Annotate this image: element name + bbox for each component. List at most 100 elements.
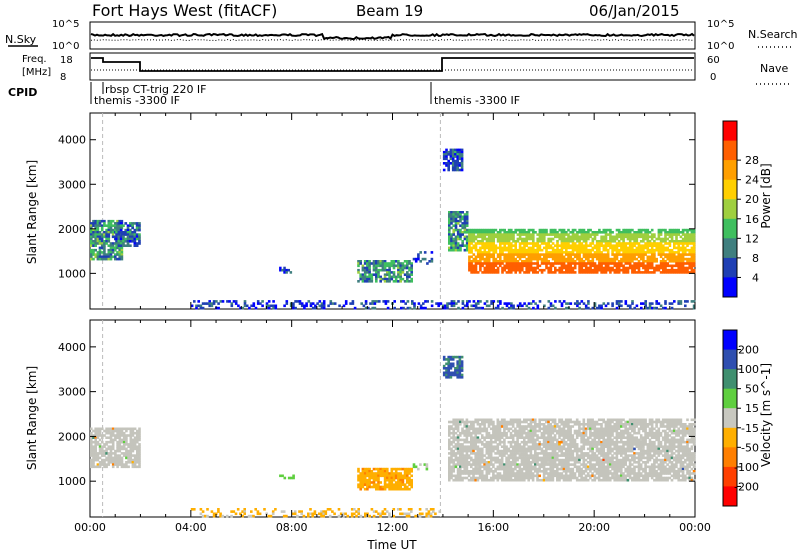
scatter-cell xyxy=(442,168,446,172)
scatter-cell xyxy=(105,449,108,453)
scatter-cell xyxy=(551,264,555,268)
scatter-cell xyxy=(305,304,308,308)
scatter-cell xyxy=(92,436,95,439)
scatter-cell xyxy=(655,302,658,305)
scatter-cell xyxy=(114,434,117,437)
scatter-cell xyxy=(479,266,482,270)
scatter-cell xyxy=(492,271,495,274)
scatter-cell xyxy=(670,231,674,234)
scatter-cell xyxy=(622,233,625,236)
scatter-cell xyxy=(512,233,515,236)
scatter-cell xyxy=(633,235,636,239)
scatter-cell xyxy=(536,425,539,428)
scatter-cell xyxy=(109,461,113,464)
scatter-cell xyxy=(470,470,473,473)
scatter-cell xyxy=(361,467,365,471)
scatter-cell xyxy=(677,260,680,263)
scatter-cell xyxy=(503,431,506,435)
scatter-cell xyxy=(468,235,471,239)
scatter-cell xyxy=(479,268,482,272)
scatter-cell xyxy=(659,253,663,256)
scatter-cell xyxy=(98,242,102,245)
scatter-cell xyxy=(122,240,125,243)
scatter-cell xyxy=(523,253,526,256)
scatter-cell xyxy=(534,251,537,254)
scatter-cell xyxy=(505,237,509,241)
scatter-cell xyxy=(386,273,389,276)
scatter-cell xyxy=(606,260,610,263)
scatter-cell xyxy=(118,431,122,435)
scatter-cell xyxy=(511,425,515,428)
scatter-cell xyxy=(135,228,139,232)
scatter-cell xyxy=(496,434,500,437)
scatter-cell xyxy=(496,436,500,439)
scatter-cell xyxy=(274,304,278,308)
scatter-cell xyxy=(500,463,504,466)
scatter-cell xyxy=(90,235,93,239)
scatter-cell xyxy=(487,257,491,261)
scatter-cell xyxy=(628,233,632,236)
scatter-cell xyxy=(606,244,610,247)
scatter-cell xyxy=(534,423,537,426)
scatter-cell xyxy=(558,425,561,428)
scatter-cell xyxy=(536,246,539,250)
scatter-cell xyxy=(586,440,590,444)
scatter-cell xyxy=(518,443,522,446)
scatter-cell xyxy=(476,470,480,473)
scatter-cell xyxy=(538,268,542,272)
scatter-cell xyxy=(485,242,489,245)
scatter-cell xyxy=(662,257,665,261)
scatter-cell xyxy=(571,235,575,239)
scatter-cell xyxy=(589,443,592,446)
scatter-cell xyxy=(571,228,575,232)
scatter-cell xyxy=(392,483,396,486)
scatter-cell xyxy=(463,425,466,428)
scatter-cell xyxy=(361,273,365,276)
scatter-cell xyxy=(542,476,546,480)
scatter-cell xyxy=(476,458,480,462)
scatter-cell xyxy=(510,244,513,247)
scatter-cell xyxy=(534,431,537,435)
scatter-cell xyxy=(135,222,139,225)
scatter-cell xyxy=(670,257,674,261)
scatter-cell xyxy=(653,251,656,254)
scatter-cell xyxy=(105,235,108,239)
scatter-cell xyxy=(465,235,469,239)
scatter-cell xyxy=(558,454,561,457)
scatter-cell xyxy=(642,233,645,236)
scatter-cell xyxy=(560,253,564,256)
scatter-cell xyxy=(646,264,650,268)
scatter-cell xyxy=(569,268,572,272)
scatter-cell xyxy=(476,255,480,259)
scatter-cell xyxy=(111,429,115,433)
scatter-cell xyxy=(450,427,453,431)
scatter-cell xyxy=(675,240,678,243)
scatter-cell xyxy=(534,418,537,422)
scatter-cell xyxy=(586,438,590,442)
scatter-cell xyxy=(368,260,371,263)
scatter-cell xyxy=(556,447,559,451)
scatter-cell xyxy=(368,483,371,486)
scatter-cell xyxy=(512,257,515,261)
scatter-cell xyxy=(115,237,118,241)
scatter-cell xyxy=(456,429,460,433)
scatter-cell xyxy=(116,454,119,457)
scatter-cell xyxy=(597,443,601,446)
scatter-cell xyxy=(122,231,125,234)
scatter-cell xyxy=(564,423,568,426)
scatter-cell xyxy=(370,262,374,265)
scatter-cell xyxy=(686,257,689,261)
scatter-cell xyxy=(600,465,603,469)
scatter-cell xyxy=(386,485,389,489)
frequency-trace xyxy=(91,57,694,72)
scatter-cell xyxy=(485,420,489,424)
scatter-cell xyxy=(635,233,639,236)
scatter-cell xyxy=(408,467,411,471)
scatter-cell xyxy=(525,474,528,478)
scatter-cell xyxy=(105,233,108,236)
scatter-cell xyxy=(659,260,663,263)
scatter-cell xyxy=(611,253,614,256)
scatter-cell xyxy=(98,434,102,437)
scatter-cell xyxy=(259,302,262,305)
